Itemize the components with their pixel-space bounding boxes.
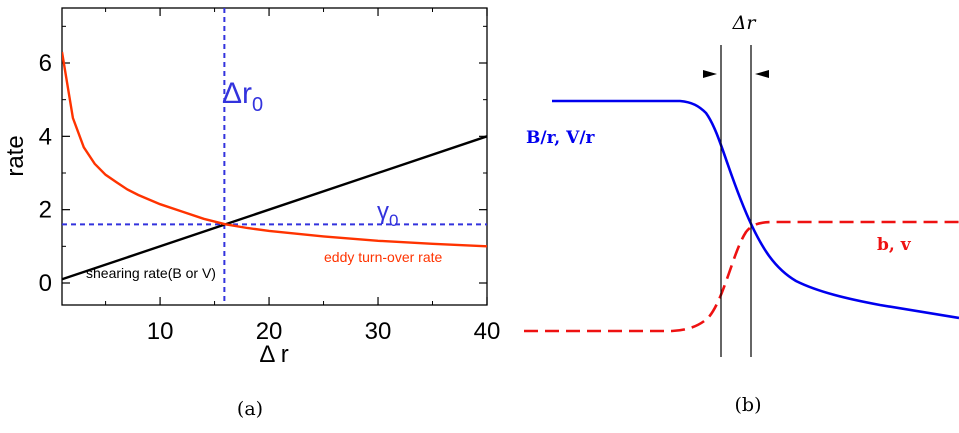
plot-area-a — [62, 8, 487, 305]
reference-label-gamma0: γ0 — [377, 198, 398, 230]
y-tick-label: 6 — [39, 50, 52, 77]
reference-label-delta-r0: Δr0 — [222, 77, 263, 116]
series-label-eddy-turnover-rate: eddy turn-over rate — [324, 249, 442, 265]
y-tick-label: 0 — [39, 270, 52, 297]
series-line-shearing-rate — [62, 135, 487, 281]
y-axis-label-a: rate — [2, 135, 29, 176]
tick-labels-a: 10 20 30 40 0 2 4 6 — [39, 50, 501, 345]
caption-a: (a) — [237, 398, 263, 420]
x-axis-label-a: Δ r — [259, 341, 288, 368]
series-line-b-v — [524, 220, 959, 333]
series-label-shearing-rate: shearing rate(B or V) — [86, 265, 216, 281]
series-label-b-v: b, v — [877, 235, 912, 255]
series-label-b-over-r: B/r, V/r — [526, 128, 596, 148]
axis-ticks-a — [62, 8, 488, 305]
delta-r-annotation: Δr — [732, 12, 758, 34]
caption-b: (b) — [735, 394, 762, 416]
x-tick-label: 10 — [147, 318, 174, 345]
arrow-left-marker — [755, 70, 769, 78]
panel-a: 10 20 30 40 0 2 4 6 Δr0 γ0 shearing rate(B or V… — [2, 7, 501, 420]
series-line-b-over-r — [552, 99, 959, 320]
series-line-eddy-turnover-rate — [62, 51, 487, 248]
arrow-right-marker — [703, 70, 717, 78]
plot-frame-a — [61, 7, 488, 306]
panel-b: Δr B/r, V/r b, v (b) — [524, 12, 959, 416]
y-tick-label: 2 — [39, 197, 52, 224]
y-tick-label: 4 — [39, 123, 52, 150]
x-tick-label: 30 — [365, 318, 392, 345]
x-tick-label: 20 — [256, 318, 283, 345]
x-tick-label: 40 — [474, 318, 501, 345]
